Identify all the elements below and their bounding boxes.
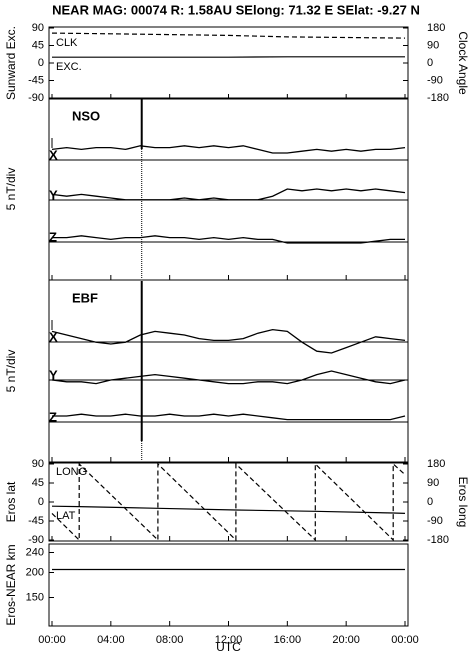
series-label: EXC. (56, 61, 82, 73)
panel-frame (48, 543, 409, 627)
y-axis-label: Sunward Exc. (4, 26, 18, 100)
y-tick-label: -90 (28, 534, 44, 546)
y-tick-label: 90 (32, 22, 44, 34)
y-axis-label: 5 nT/div (4, 350, 18, 393)
y-tick-label: 0 (38, 57, 44, 69)
series-line (51, 370, 406, 385)
y-tick-label: 90 (32, 458, 44, 470)
panel-title: NSO (72, 108, 100, 123)
series-label: Z (49, 409, 57, 424)
y-tick-label: 240 (26, 546, 44, 558)
series-label: LAT (56, 510, 76, 522)
y-tick-label: -90 (28, 92, 44, 104)
y-axis-label: Eros lat (4, 481, 18, 522)
panel-frame (48, 26, 409, 100)
series-label: CLK (56, 37, 78, 49)
series-label: X (49, 329, 58, 344)
series-label: Y (49, 187, 58, 202)
x-tick-label: 20:00 (332, 634, 360, 646)
x-tick-label: 00:00 (38, 634, 66, 646)
panel-frame (48, 279, 409, 463)
series-line (51, 505, 406, 514)
y-tick-label: 0 (38, 496, 44, 508)
y2-tick-label: 0 (427, 496, 433, 508)
panel-frame (48, 97, 409, 281)
y2-axis-label: Clock Angle (456, 31, 470, 95)
x-tick-label: 04:00 (97, 634, 125, 646)
series-line (51, 145, 406, 154)
y-axis-label: Eros-NEAR km (4, 544, 18, 625)
y-tick-label: 45 (32, 477, 44, 489)
y2-tick-label: -180 (427, 534, 449, 546)
y2-tick-label: 180 (427, 22, 445, 34)
series-line (51, 32, 406, 39)
y-tick-label: 150 (26, 591, 44, 603)
y-tick-label: 45 (32, 39, 44, 51)
series-label: X (49, 147, 58, 162)
series-line (51, 188, 406, 201)
x-tick-label: 12:00 (215, 634, 243, 646)
y2-tick-label: 90 (427, 39, 439, 51)
x-axis-label: UTC (216, 640, 241, 654)
y-axis-label: 5 nT/div (4, 168, 18, 211)
y2-tick-label: -90 (427, 515, 443, 527)
y2-tick-label: 90 (427, 477, 439, 489)
y-tick-label: -45 (28, 74, 44, 86)
y-tick-label: -45 (28, 515, 44, 527)
series-line (51, 462, 406, 542)
y2-tick-label: -90 (427, 74, 443, 86)
y2-axis-label: Eros long (456, 477, 470, 528)
y2-tick-label: -180 (427, 92, 449, 104)
series-label: LONG (56, 466, 87, 478)
y-tick-label: 200 (26, 566, 44, 578)
x-tick-label: 16:00 (274, 634, 302, 646)
y2-tick-label: 180 (427, 458, 445, 470)
chart-title: NEAR MAG: 00074 R: 1.58AU SElong: 71.32 … (52, 2, 420, 17)
series-line (51, 328, 406, 354)
x-tick-label: 08:00 (156, 634, 184, 646)
series-line (52, 235, 405, 244)
panel-title: EBF (72, 290, 98, 305)
series-label: Y (49, 367, 58, 382)
series-label: Z (49, 229, 57, 244)
series-line (52, 413, 406, 421)
x-tick-label: 00:00 (391, 634, 419, 646)
y2-tick-label: 0 (427, 57, 433, 69)
